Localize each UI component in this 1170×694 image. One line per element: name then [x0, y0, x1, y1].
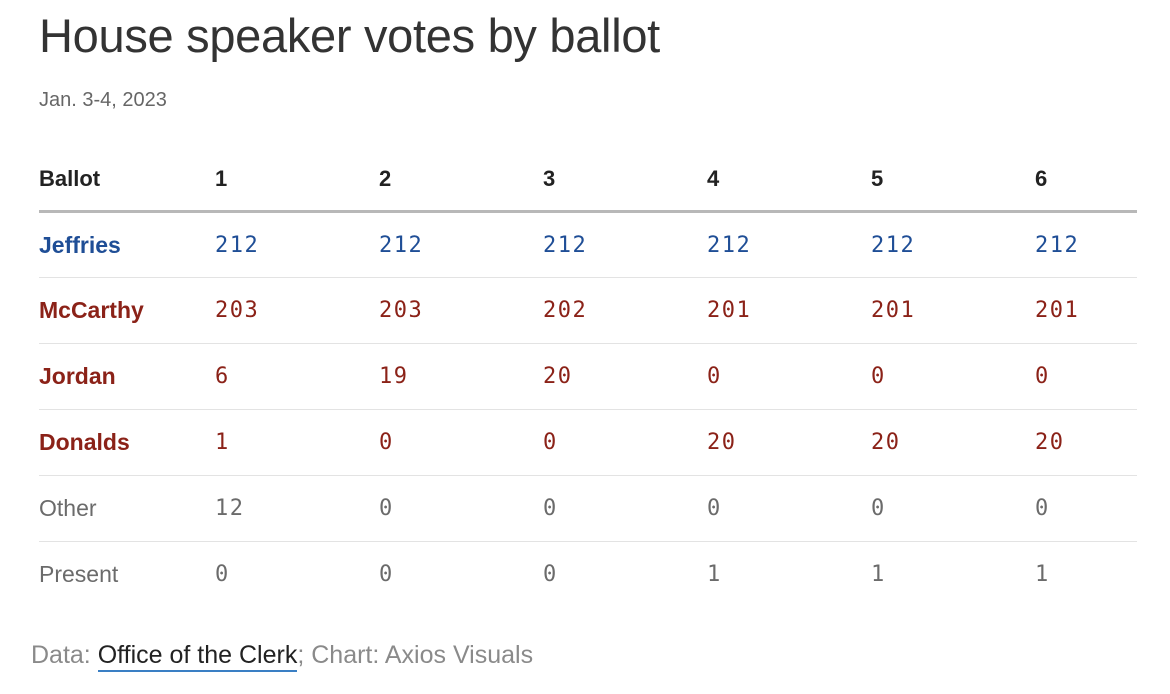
- vote-count: 20: [1035, 409, 1137, 476]
- vote-count: 1: [215, 409, 379, 476]
- vote-count: 1: [707, 562, 722, 588]
- vote-count: 0: [543, 475, 707, 542]
- chart-title: House speaker votes by ballot: [39, 9, 660, 62]
- vote-count: 0: [543, 562, 558, 588]
- vote-count: 0: [215, 562, 230, 588]
- vote-count: 20: [707, 409, 871, 476]
- vote-count: 0: [1035, 343, 1137, 410]
- candidate-name: McCarthy: [39, 277, 215, 344]
- vote-count: 212: [379, 211, 543, 278]
- footer-separator: ;: [297, 641, 312, 669]
- header-ballot-4: 4: [707, 148, 871, 213]
- vote-count: 0: [871, 343, 1035, 410]
- header-ballot-1: 1: [215, 148, 379, 213]
- table-row: Other 12 0 0 0 0 0: [39, 475, 1137, 542]
- table-row: McCarthy 203 203 202 201 201 201: [39, 277, 1137, 344]
- vote-count: 201: [1035, 277, 1137, 344]
- candidate-name: Jordan: [39, 343, 215, 410]
- vote-count: 201: [707, 277, 871, 344]
- vote-count: 203: [215, 277, 379, 344]
- vote-count: 0: [543, 409, 707, 476]
- vote-count: 212: [1035, 211, 1137, 278]
- data-prefix: Data:: [31, 641, 98, 669]
- vote-count: 202: [543, 277, 707, 344]
- vote-count: 6: [215, 343, 379, 410]
- vote-count: 20: [871, 409, 1035, 476]
- vote-count: 0: [707, 343, 871, 410]
- vote-count: 203: [379, 277, 543, 344]
- vote-count: 212: [543, 211, 707, 278]
- office-of-the-clerk-link[interactable]: Office of the Clerk: [97, 641, 298, 672]
- vote-count: 1: [871, 562, 886, 588]
- table-row: Jordan 6 19 20 0 0 0: [39, 343, 1137, 410]
- table-body: Jeffries 212 212 212 212 212 212 McCarthy 203 203…: [39, 211, 1137, 608]
- candidate-name: Jeffries: [39, 211, 215, 278]
- votes-table: Ballot 1 2 3 4 5 6 Jeffries 212 212 212 212 2…: [39, 148, 1137, 608]
- candidate-name: Present: [39, 561, 119, 588]
- table-row: Present 0 0 0 1 1 1: [39, 542, 1137, 608]
- header-row: Ballot 1 2 3 4 5 6: [39, 148, 1137, 213]
- vote-count: 0: [707, 475, 871, 542]
- vote-count: 212: [215, 211, 379, 278]
- header-ballot-label: Ballot: [39, 148, 215, 213]
- source-footer: Data: Office of the Clerk; Chart: Axios …: [31, 640, 534, 672]
- header-ballot-3: 3: [543, 148, 707, 213]
- vote-count: 0: [871, 475, 1035, 542]
- vote-count: 0: [379, 562, 394, 588]
- vote-count: 1: [1035, 562, 1050, 588]
- candidate-name: Donalds: [39, 409, 215, 476]
- vote-count: 212: [707, 211, 871, 278]
- header-ballot-5: 5: [871, 148, 1035, 213]
- vote-count: 0: [1035, 475, 1137, 542]
- vote-count: 0: [379, 475, 543, 542]
- vote-count: 12: [215, 475, 379, 542]
- table-row: Donalds 1 0 0 20 20 20: [39, 409, 1137, 476]
- table-row: Jeffries 212 212 212 212 212 212: [39, 211, 1137, 278]
- chart-credit: Chart: Axios Visuals: [311, 641, 534, 669]
- vote-count: 20: [543, 343, 707, 410]
- header-ballot-2: 2: [379, 148, 543, 213]
- candidate-name: Other: [39, 475, 215, 542]
- vote-count: 212: [871, 211, 1035, 278]
- vote-count: 0: [379, 409, 543, 476]
- vote-count: 19: [379, 343, 543, 410]
- chart-subtitle: Jan. 3-4, 2023: [39, 89, 167, 111]
- vote-count: 201: [871, 277, 1035, 344]
- header-ballot-6: 6: [1035, 148, 1137, 213]
